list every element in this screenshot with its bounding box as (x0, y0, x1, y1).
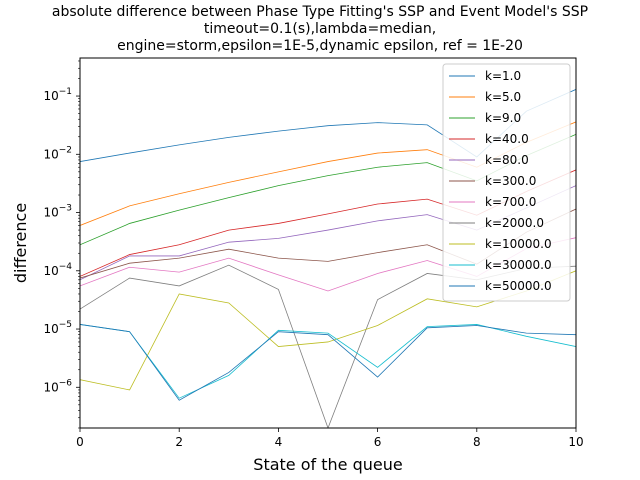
legend-label: k=50000.0 (485, 279, 552, 293)
series-lines (80, 89, 576, 428)
x-tick-label: 6 (374, 435, 382, 449)
series-line (80, 324, 576, 401)
legend-label: k=40.0 (485, 132, 529, 146)
series-line (80, 270, 576, 391)
title-line: timeout=0.1(s),lambda=median, (204, 21, 436, 37)
legend-label: k=10000.0 (485, 237, 552, 251)
x-tick-label: 4 (275, 435, 283, 449)
x-tick-label: 2 (175, 435, 183, 449)
legend-label: k=300.0 (485, 174, 536, 188)
y-axis: 10−6 10−5 10−4 10−3 10−2 10−1 (43, 60, 80, 429)
legend-label: k=2000.0 (485, 216, 544, 230)
legend-label: k=80.0 (485, 153, 529, 167)
chart-title: absolute difference between Phase Type F… (52, 4, 588, 54)
title-line: absolute difference between Phase Type F… (52, 4, 588, 20)
y-axis-label: difference (11, 203, 30, 283)
x-axis: 0 2 4 6 8 10 (76, 428, 584, 449)
legend-label: k=1.0 (485, 69, 521, 83)
y-tick-label: 10−3 (43, 204, 72, 220)
title-line: engine=storm,epsilon=1E-5,dynamic epsilo… (117, 38, 523, 54)
series-line (80, 324, 576, 399)
y-tick-label: 10−5 (43, 320, 72, 336)
legend-label: k=9.0 (485, 111, 521, 125)
legend-label: k=700.0 (485, 195, 536, 209)
legend-label: k=30000.0 (485, 258, 552, 272)
y-tick-label: 10−2 (43, 145, 72, 161)
y-tick-label: 10−4 (43, 262, 72, 278)
y-tick-label: 10−1 (43, 87, 72, 103)
legend: k=1.0 k=5.0 k=9.0 k=40.0 k=80.0 k=300.0 k=700.… (442, 63, 571, 302)
x-tick-label: 10 (568, 435, 583, 449)
legend-label: k=5.0 (485, 90, 521, 104)
x-tick-label: 0 (76, 435, 84, 449)
x-axis-label: State of the queue (253, 455, 402, 474)
y-tick-label: 10−6 (43, 378, 72, 394)
x-tick-label: 8 (473, 435, 481, 449)
legend-box (442, 63, 571, 302)
